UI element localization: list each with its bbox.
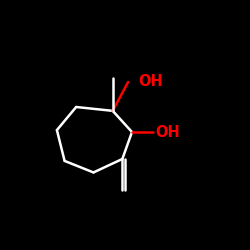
Text: OH: OH (155, 126, 180, 140)
Text: OH: OH (139, 74, 164, 88)
